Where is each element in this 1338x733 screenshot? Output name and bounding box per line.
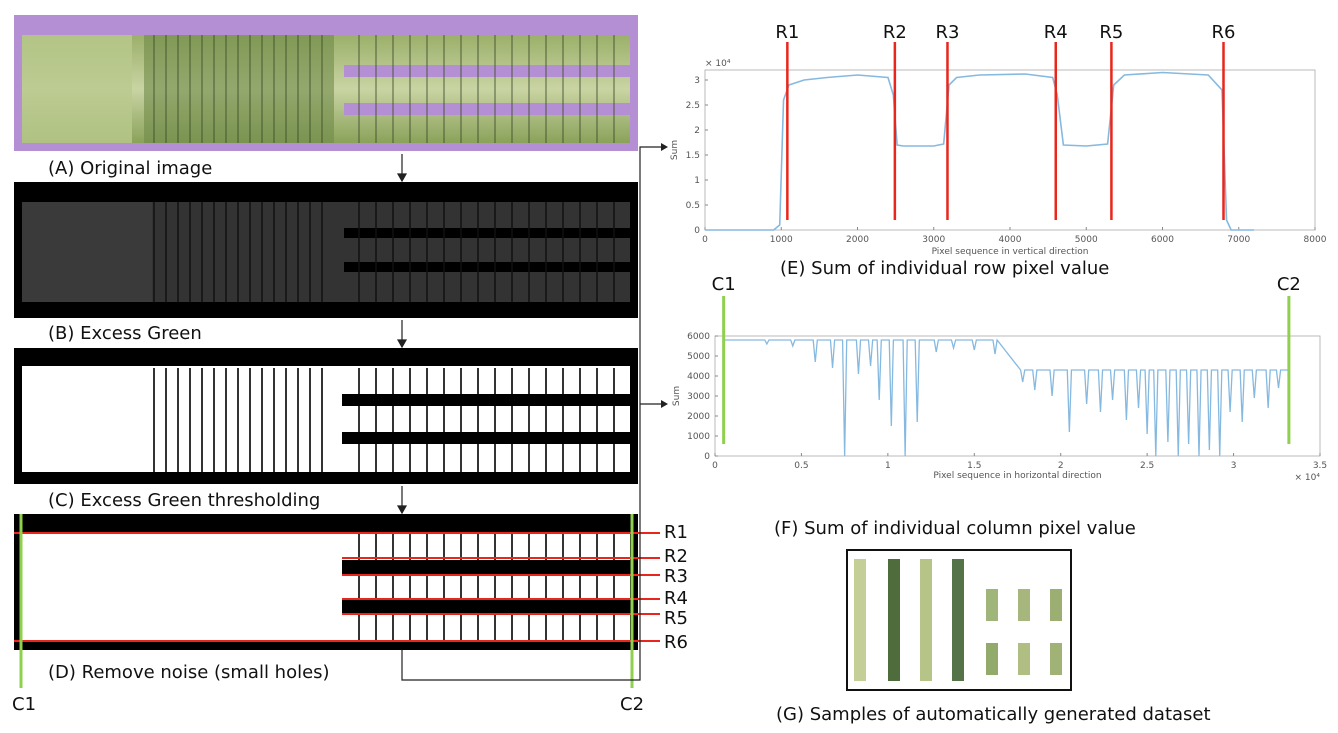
y-tick-label-f: 6000 <box>687 332 710 342</box>
c1-label: C1 <box>12 694 37 715</box>
x-tick-label-f: 1 <box>885 461 891 471</box>
samples-panel <box>846 549 1072 691</box>
y-tick-label-f: 4000 <box>687 372 710 382</box>
y-tick-label-f: 3000 <box>687 392 710 402</box>
marker-label-r5: R5 <box>1099 22 1123 43</box>
r3-label: R3 <box>664 566 688 587</box>
marker-label-c1: C1 <box>712 274 736 295</box>
caption-b: (B) Excess Green <box>48 323 202 344</box>
threshold-image <box>22 366 634 472</box>
y-tick-label-f: 1000 <box>687 432 710 442</box>
x-tick-label-f: 2 <box>1058 461 1064 471</box>
r6-label: R6 <box>664 632 688 653</box>
caption-d: (D) Remove noise (small holes) <box>48 662 330 683</box>
x-tick-label-e: 5000 <box>1075 235 1098 245</box>
y-tick-label-e: 3 <box>694 76 700 86</box>
y-tick-label-e: 1.5 <box>686 151 700 161</box>
x-tick-label-e: 8000 <box>1304 235 1327 245</box>
caption-g: (G) Samples of automatically generated d… <box>776 704 1211 725</box>
original-image <box>22 35 634 143</box>
row-sum-chart: 0 1000 2000 3000 4000 5000 6000 7000 8000 0 0.5 1 1.… <box>670 22 1327 257</box>
y-tick-label-f: 2000 <box>687 412 710 422</box>
marker-label-r6: R6 <box>1212 22 1236 43</box>
caption-a: (A) Original image <box>48 158 213 179</box>
marker-label-r1: R1 <box>775 22 799 43</box>
row-sum-series <box>705 71 1254 231</box>
y-tick-label-f: 5000 <box>687 352 710 362</box>
x-exponent-f: × 10⁴ <box>1295 473 1321 483</box>
r5-label: R5 <box>664 608 688 629</box>
marker-label-r2: R2 <box>883 22 907 43</box>
caption-f: (F) Sum of individual column pixel value <box>774 518 1136 539</box>
column-sum-series <box>723 338 1289 457</box>
excess-green-image <box>22 202 634 302</box>
x-tick-label-e: 1000 <box>770 235 793 245</box>
remove-noise-panel <box>14 514 638 650</box>
x-axis-label-e: Pixel sequence in vertical direction <box>932 247 1089 257</box>
x-tick-label-e: 3000 <box>922 235 945 245</box>
caption-e: (E) Sum of individual row pixel value <box>780 258 1110 279</box>
r4-label: R4 <box>664 588 688 609</box>
left-overlay <box>14 143 668 688</box>
samples-image <box>854 559 1062 681</box>
x-tick-label-e: 7000 <box>1227 235 1250 245</box>
x-tick-label-f: 3 <box>1231 461 1237 471</box>
y-tick-label-e: 2 <box>694 126 700 136</box>
y-tick-label-e: 2.5 <box>686 101 700 111</box>
y-exponent-e: × 10⁴ <box>705 59 731 69</box>
y-tick-label-e: 1 <box>694 176 700 186</box>
r2-label: R2 <box>664 546 688 567</box>
x-tick-label-e: 4000 <box>999 235 1022 245</box>
x-tick-label-f: 3.5 <box>1313 461 1327 471</box>
caption-c: (C) Excess Green thresholding <box>48 490 321 511</box>
r1-label: R1 <box>664 522 688 543</box>
y-tick-label-f: 0 <box>704 452 710 462</box>
x-tick-label-f: 0 <box>712 461 718 471</box>
excess-green-panel <box>14 182 638 318</box>
remove-noise-image <box>22 534 634 642</box>
y-tick-label-e: 0.5 <box>686 201 700 211</box>
x-tick-label-f: 2.5 <box>1140 461 1154 471</box>
y-axis-label-f: Sum <box>672 386 682 406</box>
x-tick-label-e: 0 <box>702 235 708 245</box>
marker-label-r4: R4 <box>1044 22 1068 43</box>
marker-label-r3: R3 <box>935 22 959 43</box>
y-tick-label-e: 0 <box>694 226 700 236</box>
c2-label: C2 <box>620 694 645 715</box>
marker-label-c2: C2 <box>1277 274 1301 295</box>
original-image-panel <box>14 15 638 151</box>
x-tick-label-f: 1.5 <box>967 461 981 471</box>
y-axis-label-e: Sum <box>670 140 680 160</box>
x-axis-label-f: Pixel sequence in horizontal direction <box>933 471 1101 481</box>
threshold-panel <box>14 348 638 484</box>
x-tick-label-f: 0.5 <box>794 461 808 471</box>
x-tick-label-e: 6000 <box>1151 235 1174 245</box>
column-sum-chart: 0 0.5 1 1.5 2 2.5 3 3.5 0 1000 2000 3000 4000 5000 600… <box>672 274 1327 483</box>
x-tick-label-e: 2000 <box>846 235 869 245</box>
